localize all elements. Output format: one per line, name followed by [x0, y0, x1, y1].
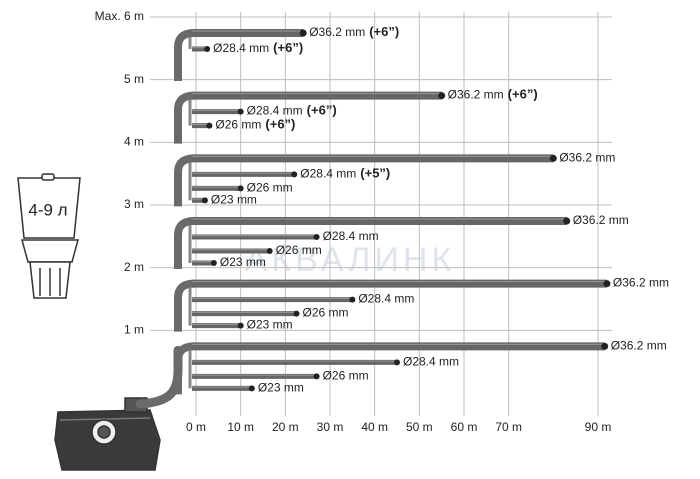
- pipe-diameter: Ø36.2 mm: [559, 151, 615, 165]
- pipe-diameter: Ø28.4 mm: [358, 292, 414, 306]
- plot: 0 m 10 m 20 m 30 m 40 m 50 m 60 m 70 m 90 m Max. …: [95, 9, 669, 434]
- x-tick-label: 10 m: [227, 420, 254, 434]
- pipe-end: [266, 248, 273, 254]
- pipe-end: [237, 185, 244, 192]
- pipe-diameter: Ø26 mm: [247, 181, 293, 195]
- pipe-end: [237, 108, 244, 115]
- riser-pipe: [174, 154, 195, 207]
- pipe-end: [204, 46, 211, 52]
- pipe-end: [549, 154, 557, 162]
- watermark: АКВАЛИНК: [245, 241, 456, 279]
- y-tick-label: 2 m: [124, 260, 144, 274]
- pipe-label: Ø36.2 mm (+6”): [309, 24, 399, 39]
- pipe-diameter: Ø28.4 mm: [300, 167, 356, 181]
- pipe-diameter: Ø36.2 mm: [611, 339, 667, 353]
- pipe-label: Ø28.4 mm (+6”): [213, 40, 303, 55]
- pipe-diameter: Ø28.4 mm: [323, 229, 379, 243]
- y-tick-label: 5 m: [124, 72, 144, 86]
- pipe-diameter: Ø23 mm: [258, 381, 304, 395]
- x-tick-label: 40 m: [361, 420, 388, 434]
- riser-pipe: [174, 91, 195, 144]
- pipe-label: Ø36.2 mm: [559, 151, 615, 165]
- x-tick-label: 0 m: [186, 420, 206, 434]
- pipe-end: [201, 197, 208, 204]
- pipe-label: Ø28.4 mm (+6”): [247, 103, 337, 118]
- pipe-end: [563, 217, 571, 225]
- riser-pipe: [174, 342, 195, 395]
- riser-pipe: [174, 279, 195, 332]
- pipe-label: Ø28.4 mm: [323, 229, 379, 243]
- pipe-end: [349, 296, 356, 303]
- x-tick-label: 60 m: [451, 420, 478, 434]
- y-tick-label: 4 m: [124, 135, 144, 149]
- riser-pipe: [135, 345, 183, 409]
- pipe-extra: (+5”): [360, 166, 390, 181]
- pipe-diameter: Ø23 mm: [247, 318, 293, 332]
- pipe-end: [601, 342, 609, 350]
- pipe-label: Ø26 mm: [323, 369, 369, 383]
- pipe-end: [210, 260, 217, 266]
- pipe-diameter: Ø36.2 mm: [448, 88, 504, 102]
- x-tick-label: 70 m: [495, 420, 522, 434]
- y-tick-label: Max. 6 m: [95, 9, 144, 23]
- pipe-label: Ø26 mm (+6”): [215, 117, 295, 132]
- pipe-end: [394, 359, 400, 366]
- riser-pipe: [174, 217, 195, 269]
- pipe-end: [313, 373, 320, 380]
- riser-pipe: [174, 29, 195, 81]
- pipe-diameter: Ø36.2 mm: [613, 276, 669, 290]
- pipe-end: [291, 171, 298, 178]
- pipe-label: Ø23 mm: [220, 255, 266, 269]
- pipe-diameter: Ø26 mm: [215, 118, 261, 132]
- pipe-diameter: Ø28.4 mm: [403, 355, 459, 369]
- x-tick-label: 20 m: [272, 420, 299, 434]
- y-tick-label: 1 m: [124, 323, 144, 337]
- x-tick-label: 90 m: [585, 420, 612, 434]
- pipe-end: [603, 280, 611, 288]
- tank-label: 4-9 л: [28, 200, 67, 219]
- pipe-end: [299, 29, 307, 37]
- pipe-extra: (+6”): [265, 117, 295, 132]
- pipe-diameter: Ø28.4 mm: [213, 41, 269, 55]
- pipe-end: [438, 92, 446, 100]
- pipe-label: Ø28.4 mm: [358, 292, 414, 306]
- pipe-diameter: Ø26 mm: [303, 306, 349, 320]
- pump-icon: [54, 397, 161, 471]
- y-tick-label: 3 m: [124, 197, 144, 211]
- pipe-label: Ø36.2 mm: [613, 276, 669, 290]
- pipe-extra: (+6”): [307, 103, 337, 118]
- x-tick-label: 30 m: [317, 420, 344, 434]
- pipe-extra: (+6”): [508, 87, 538, 102]
- pipe-label: Ø28.4 mm: [403, 355, 459, 369]
- pipe-diameter: Ø26 mm: [323, 369, 369, 383]
- pipe-end: [248, 385, 255, 392]
- pipe-end: [206, 122, 213, 129]
- pipe-label: Ø23 mm: [211, 193, 257, 207]
- pipe-label: Ø36.2 mm: [611, 339, 667, 353]
- x-tick-label: 50 m: [406, 420, 433, 434]
- pipe-diameter: Ø28.4 mm: [247, 104, 303, 118]
- pipe-label: Ø28.4 mm (+5”): [300, 166, 390, 181]
- pipe-extra: (+6”): [273, 40, 303, 55]
- pipe-diameter: Ø36.2 mm: [309, 25, 365, 39]
- pipe-end: [313, 234, 320, 240]
- pipe-label: Ø36.2 mm: [573, 213, 629, 227]
- pipe-label: Ø36.2 mm (+6”): [448, 87, 538, 102]
- pipe-extra: (+6”): [369, 24, 399, 39]
- toilet-icon: [17, 173, 81, 299]
- pipe-label: Ø26 mm: [303, 306, 349, 320]
- pipe-label: Ø26 mm: [276, 243, 322, 257]
- pipe-diameter: Ø23 mm: [211, 193, 257, 207]
- pipe-label: Ø26 mm: [247, 181, 293, 195]
- pipe-diameter: Ø26 mm: [276, 243, 322, 257]
- pipe-diameter: Ø23 mm: [220, 255, 266, 269]
- pipe-end: [237, 322, 244, 329]
- pipe-diameter: Ø36.2 mm: [573, 213, 629, 227]
- pipe-label: Ø23 mm: [247, 318, 293, 332]
- pipe-end: [293, 310, 300, 317]
- pipe-label: Ø23 mm: [258, 381, 304, 395]
